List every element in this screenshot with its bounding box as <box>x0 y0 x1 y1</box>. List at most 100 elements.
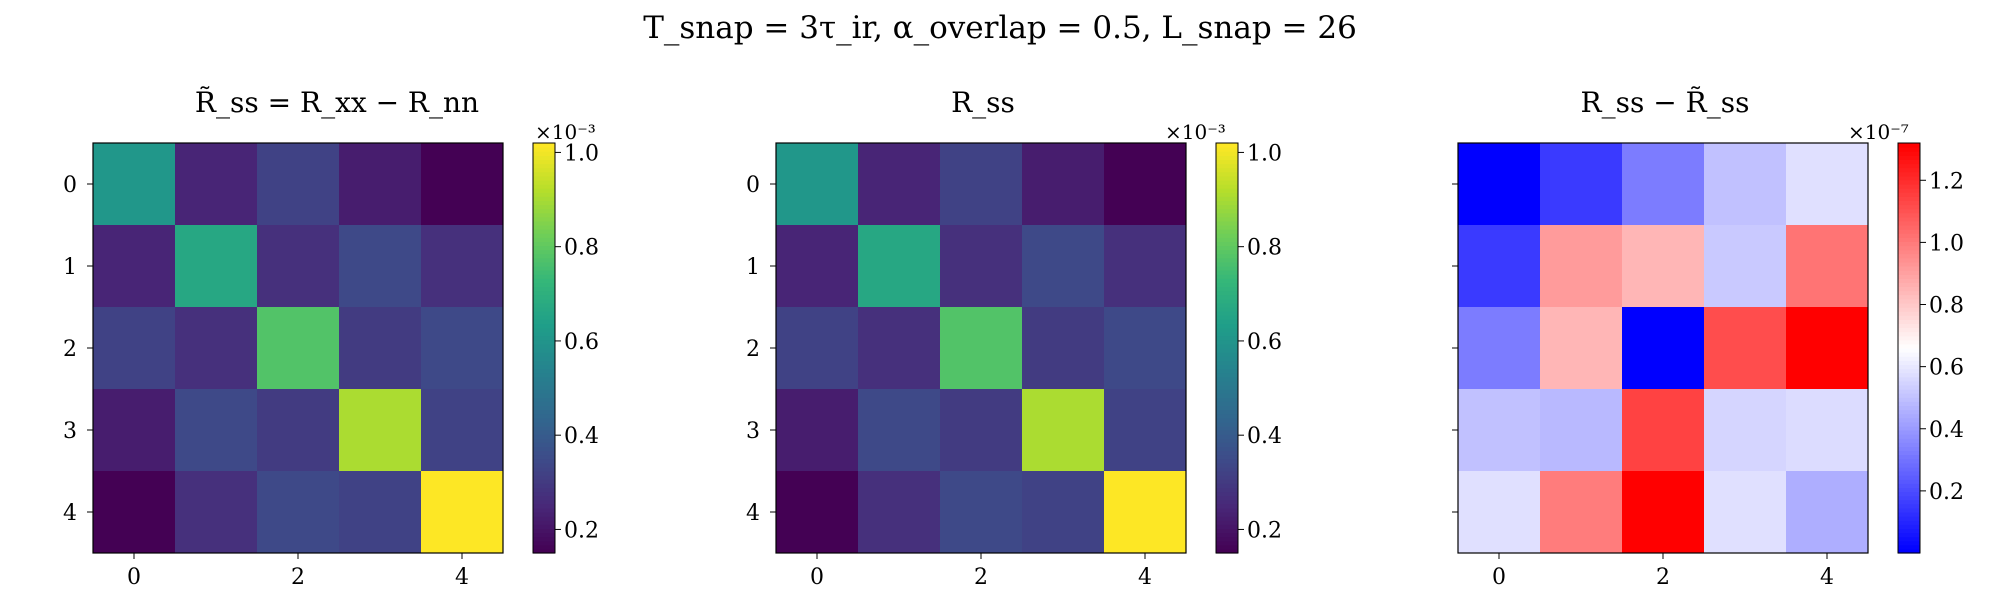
panel-3-colorbar-segment <box>1898 380 1920 386</box>
panel-3-colorbar-segment <box>1898 438 1920 443</box>
panel-2-colorbar-segment <box>1216 409 1238 415</box>
panel-2-colorbar-segment <box>1216 544 1238 550</box>
panel-3-cell-r3-c4 <box>1786 389 1869 472</box>
panel-3-colorbar-segment <box>1898 491 1920 497</box>
panel-3-colorbar-segment <box>1898 143 1920 148</box>
panel-2-colorbar-segment <box>1216 348 1238 353</box>
panel-3-colorbar-segment <box>1898 458 1920 464</box>
panel-1-cell-r2-c3 <box>339 307 422 390</box>
panel-3-colorbar-segment <box>1898 253 1920 259</box>
panel-3-colorbar-segment <box>1898 425 1920 431</box>
panel-1-colorbar-segment <box>533 253 555 259</box>
panel-2-colorbar-segment <box>1216 253 1238 259</box>
panel-1-cell-r2-c0 <box>93 307 176 390</box>
panel-2-colorbar-segment <box>1216 450 1238 456</box>
panel-1-colorbar-segment <box>533 548 555 554</box>
panel-1-colorbar-segment <box>533 331 555 337</box>
panel-3-colorbar-tick-label: 0.8 <box>1929 294 1964 319</box>
panel-2-colorbar-segment <box>1216 249 1238 255</box>
panel-1-colorbar-segment <box>533 352 555 357</box>
panel-1-colorbar-segment <box>533 327 555 333</box>
panel-1-cell-r2-c2 <box>257 307 340 390</box>
panel-1-colorbar-tick-label: 0.8 <box>564 236 599 261</box>
panel-1-colorbar-segment <box>533 393 555 398</box>
panel-3-colorbar-segment <box>1898 401 1920 406</box>
panel-1-colorbar-segment <box>533 384 555 390</box>
panel-1-cell-r2-c4 <box>421 307 504 390</box>
panel-2-cell-r3-c0 <box>776 389 859 472</box>
panel-1-colorbar-segment <box>533 282 555 288</box>
panel-2-colorbar-segment <box>1216 204 1238 210</box>
panel-1-colorbar-segment <box>533 397 555 402</box>
panel-3-colorbar-segment <box>1898 229 1920 234</box>
panel-2-colorbar-segment <box>1216 495 1238 501</box>
panel-1-colorbar-segment <box>533 507 555 513</box>
panel-3-colorbar-segment <box>1898 409 1920 415</box>
panel-3-colorbar-segment <box>1898 532 1920 538</box>
panel-3-colorbar-segment <box>1898 343 1920 349</box>
panel-3-colorbar-segment <box>1898 257 1920 263</box>
panel-2-cell-r3-c1 <box>858 389 941 472</box>
panel-2-colorbar-segment <box>1216 389 1238 394</box>
panel-1-colorbar-segment <box>533 274 555 279</box>
panel-3-colorbar-segment <box>1898 225 1920 230</box>
panel-1-cell-r0-c1 <box>175 143 258 226</box>
panel-3-cell-r2-c2 <box>1622 307 1705 390</box>
panel-3-colorbar-segment <box>1898 503 1920 509</box>
panel-2-colorbar-segment <box>1216 434 1238 439</box>
panel-1-y-tick-label: 0 <box>63 173 77 198</box>
panel-1-y-tick-label: 3 <box>63 419 77 444</box>
panel-2-cell-r1-c0 <box>776 225 859 308</box>
panel-2-colorbar-segment <box>1216 319 1238 324</box>
panel-1-colorbar-segment <box>533 266 555 271</box>
panel-3-colorbar-segment <box>1898 212 1920 218</box>
panel-3-cell-r0-c3 <box>1704 143 1787 226</box>
panel-3-colorbar-segment <box>1898 315 1920 320</box>
panel-1-colorbar-segment <box>533 540 555 546</box>
panel-3-colorbar-tick-label: 0.6 <box>1929 356 1964 381</box>
panel-1-colorbar-segment <box>533 188 555 193</box>
panel-2-colorbar-segment <box>1216 274 1238 279</box>
panel-3-colorbar-segment <box>1898 233 1920 238</box>
panel-3-colorbar-segment <box>1898 397 1920 402</box>
panel-2-colorbar-segment <box>1216 216 1238 222</box>
panel-3-colorbar-segment <box>1898 434 1920 439</box>
panel-1-colorbar-segment <box>533 503 555 509</box>
panel-3-colorbar-segment <box>1898 159 1920 165</box>
panel-1-colorbar-segment <box>533 249 555 255</box>
panel-2-colorbar-segment <box>1216 458 1238 464</box>
panel-1-colorbar-segment <box>533 294 555 300</box>
panel-1-colorbar-segment <box>533 434 555 439</box>
panel-3-colorbar-segment <box>1898 192 1920 197</box>
panel-3-colorbar-segment <box>1898 151 1920 156</box>
panel-2-colorbar-segment <box>1216 261 1238 267</box>
panel-2-cell-r3-c3 <box>1022 389 1105 472</box>
panel-1-colorbar: 0.2 0.4 0.6 0.8 1.0 <box>532 141 599 554</box>
panel-3-colorbar-segment <box>1898 462 1920 468</box>
panel-3-colorbar-segment <box>1898 323 1920 329</box>
panel-2-cell-r4-c2 <box>940 471 1023 554</box>
panel-1-colorbar-segment <box>533 261 555 267</box>
panel-1-colorbar-segment <box>533 159 555 165</box>
panel-2-colorbar-segment <box>1216 155 1238 160</box>
panel-1-colorbar-segment <box>533 233 555 238</box>
panel-3-cell-r4-c3 <box>1704 471 1787 554</box>
panel-1-colorbar-segment <box>533 495 555 501</box>
panel-2-cell-r1-c2 <box>940 225 1023 308</box>
panel-1-colorbar-segment <box>533 512 555 517</box>
panel-3-colorbar-segment <box>1898 298 1920 304</box>
panel-1-colorbar-segment <box>533 491 555 497</box>
panel-1-colorbar-segment <box>533 442 555 447</box>
panel-3-colorbar-segment <box>1898 249 1920 255</box>
panel-1-colorbar-tick-label: 0.2 <box>564 518 599 543</box>
panel-2-colorbar-segment <box>1216 307 1238 312</box>
panel-1-colorbar-segment <box>533 278 555 283</box>
panel-3-colorbar-segment <box>1898 471 1920 476</box>
panel-1-cell-r1-c2 <box>257 225 340 308</box>
panel-3-colorbar-segment <box>1898 147 1920 152</box>
panel-2-colorbar-segment <box>1216 421 1238 427</box>
panel-2-colorbar-segment <box>1216 192 1238 197</box>
panel-3-colorbar-segment <box>1898 302 1920 308</box>
panel-1-cell-r4-c3 <box>339 471 422 554</box>
